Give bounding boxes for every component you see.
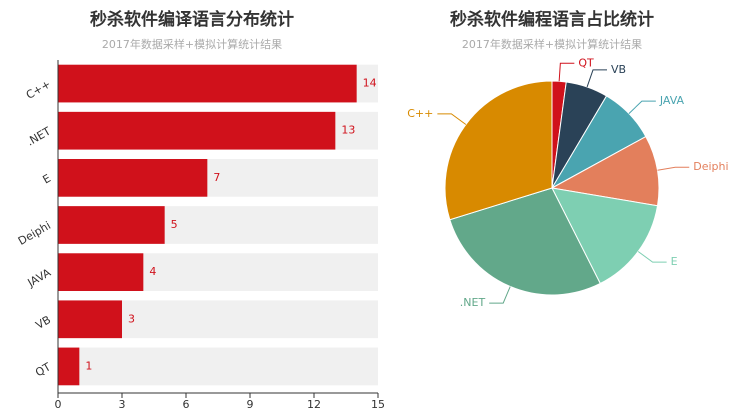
slice-label: VB [611,63,626,76]
bar-shadow [58,347,378,386]
slice-label: Deiphi [693,160,728,173]
y-tick-label: Deiphi [16,219,53,248]
x-tick-label: 12 [307,398,321,411]
x-tick-label: 9 [247,398,254,411]
chart-subtitle: 2017年数据采样+模拟计算统计结果 [102,37,282,51]
value-label: 14 [363,77,377,90]
y-tick-label: QT [33,360,53,379]
x-tick-label: 6 [183,398,190,411]
bar [58,64,357,103]
x-tick-label: 3 [119,398,126,411]
y-tick-label: C++ [24,78,53,102]
bar [58,300,122,339]
leader-line [628,100,656,114]
chart-subtitle: 2017年数据采样+模拟计算统计结果 [462,37,642,51]
slice-label: C++ [407,107,433,120]
value-label: 13 [341,124,355,137]
y-tick-label: VB [33,313,53,332]
value-label: 1 [85,359,92,372]
leader-line [437,113,467,125]
leader-line [657,166,690,171]
pie-slice [550,135,660,207]
y-tick-label: E [40,172,53,187]
bar [58,253,144,291]
y-tick-label: .NET [24,125,53,149]
slice-label: QT [578,56,594,69]
y-tick-label: JAVA [25,266,54,290]
pie-slice [444,80,553,221]
x-tick-label: 0 [55,398,62,411]
bar [58,111,336,150]
slice-label: .NET [460,296,486,309]
slice-label: JAVA [659,94,685,107]
bar [58,347,80,386]
slice-label: E [671,255,678,268]
chart-title: 秒杀软件编译语言分布统计 [90,9,294,30]
leader-line [489,286,511,304]
value-label: 4 [149,265,156,278]
leader-line [586,69,608,88]
leader-line [637,251,667,263]
value-label: 3 [128,312,135,325]
bar [58,159,208,197]
chart-title: 秒杀软件编程语言占比统计 [450,9,654,30]
bar [58,206,165,244]
leader-line [558,62,575,82]
x-tick-label: 15 [371,398,385,411]
value-label: 7 [213,171,220,184]
value-label: 5 [171,218,178,231]
